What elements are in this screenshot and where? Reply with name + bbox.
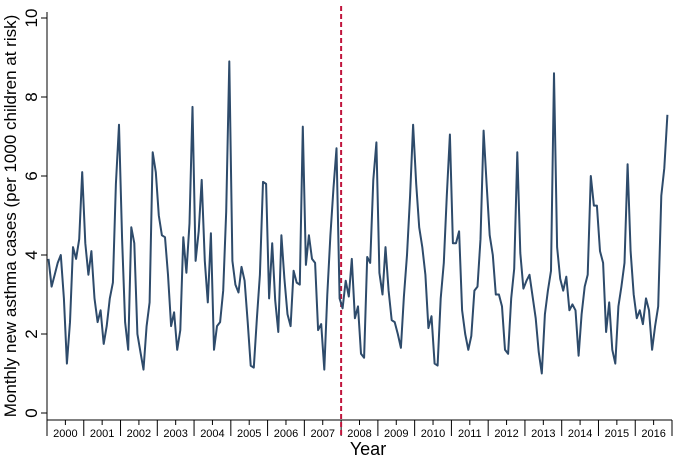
- y-tick-label: 0: [22, 408, 41, 417]
- x-tick-label: 2014: [568, 428, 592, 440]
- x-tick-label: 2007: [310, 428, 334, 440]
- x-tick-label: 2012: [494, 428, 518, 440]
- x-tick-label: 2016: [641, 428, 665, 440]
- x-tick-label: 2013: [531, 428, 555, 440]
- y-axis-title: Monthly new asthma cases (per 1000 child…: [1, 15, 20, 418]
- x-tick-label: 2003: [163, 428, 187, 440]
- series-line: [47, 60, 669, 375]
- y-tick-label: 8: [22, 92, 41, 101]
- x-tick-label: 2005: [237, 428, 261, 440]
- x-tick-label: 2011: [458, 428, 482, 440]
- y-tick-label: 6: [22, 171, 41, 180]
- y-tick-label: 2: [22, 329, 41, 338]
- x-tick-label: 2006: [274, 428, 298, 440]
- x-axis-tick-labels: 2000 2001 2002 2003 2004 2005 2006 2007 2008 2009…: [53, 428, 666, 440]
- y-tick-label: 4: [22, 250, 41, 259]
- x-axis-title: Year: [350, 439, 386, 459]
- x-tick-label: 2001: [90, 428, 114, 440]
- x-tick-label: 2015: [605, 428, 629, 440]
- x-tick-label: 2008: [347, 428, 371, 440]
- y-tick-label: 10: [22, 9, 41, 28]
- x-tick-label: 2002: [127, 428, 151, 440]
- x-axis-ticks: [46, 420, 673, 436]
- y-axis-ticks: 0 2 4 6 8 10: [22, 9, 47, 418]
- plot-area: 0 2 4 6 8 10 2000 2001 2002 2003 2004 2005 2006 2007…: [22, 6, 673, 440]
- x-tick-label: 2004: [200, 428, 224, 440]
- x-tick-label: 2010: [421, 428, 445, 440]
- x-tick-label: 2009: [384, 428, 408, 440]
- x-tick-label: 2000: [53, 428, 77, 440]
